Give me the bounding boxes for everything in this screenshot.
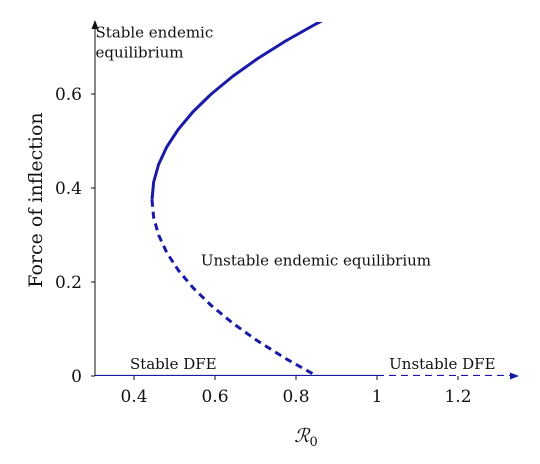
y-tick-label: 0	[71, 367, 82, 387]
x-tick-label: 1	[372, 387, 383, 407]
annotation-2: Unstable endemic equilibrium	[201, 252, 431, 270]
annotation-line: Stable DFE	[130, 355, 217, 373]
x-tick-label: 0.6	[201, 387, 228, 407]
annotation-4: Unstable DFE	[389, 355, 495, 373]
annotation-1: Stable endemic equilibrium	[96, 24, 214, 62]
x-tick-label: 0.8	[282, 387, 309, 407]
x-tick-label: 0.4	[120, 387, 147, 407]
annotation-line: Unstable endemic equilibrium	[201, 252, 431, 270]
series-line-1-solid	[150, 22, 323, 200]
annotation-3: Stable DFE	[130, 355, 217, 373]
x-axis-label-subscript: 0	[309, 435, 317, 450]
x-tick-label: 1.2	[444, 387, 471, 407]
annotation-line: Stable endemic	[96, 24, 214, 42]
y-tick-label: 0.6	[55, 85, 82, 105]
annotation-line: equilibrium	[96, 44, 184, 62]
x-axis-label: ℛ0	[294, 425, 317, 450]
series-line-2-dashed	[150, 199, 321, 376]
y-axis-label: Force of inflection	[25, 112, 47, 287]
y-tick-label: 0.2	[55, 273, 82, 293]
x-axis-arrowhead	[510, 372, 519, 380]
annotation-line: Unstable DFE	[389, 355, 495, 373]
plot-area	[95, 22, 517, 376]
y-axis-arrowhead	[91, 20, 99, 29]
y-tick-label: 0.4	[55, 179, 82, 199]
